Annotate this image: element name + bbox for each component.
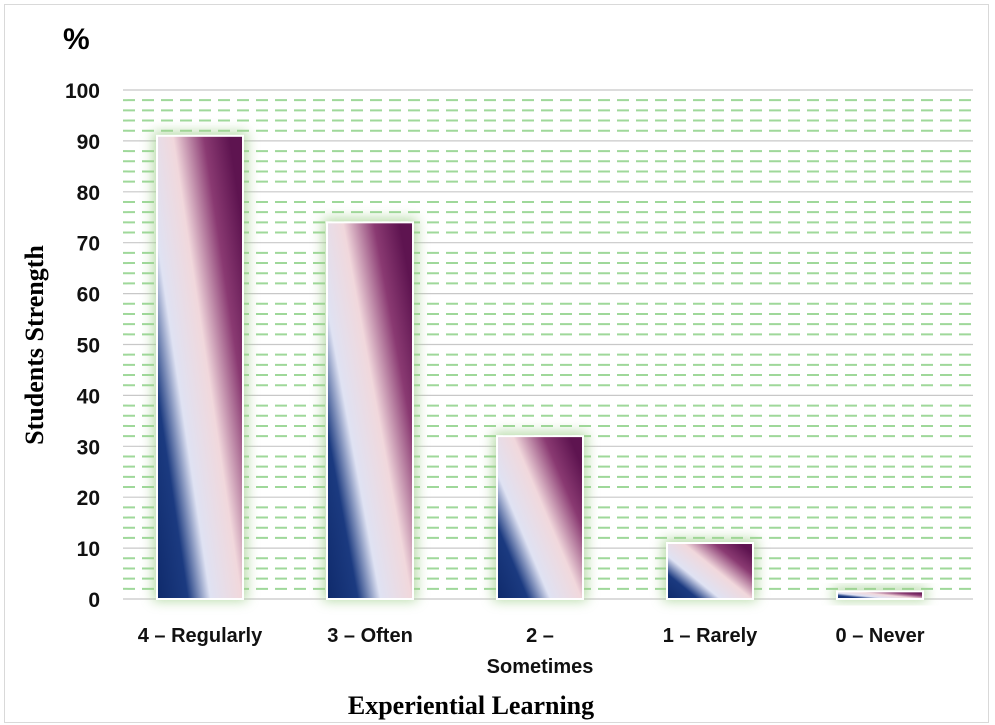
y-tick-label: 20 bbox=[77, 487, 100, 510]
x-axis-title: Experiential Learning bbox=[348, 691, 594, 720]
major-gridlines bbox=[123, 89, 973, 600]
x-category-labels: 4 – Regularly 3 – Often 2 – Sometimes 1 – Ra… bbox=[138, 625, 925, 678]
x-category-label: 4 – Regularly bbox=[138, 625, 263, 647]
bar bbox=[156, 134, 244, 600]
bar bbox=[666, 542, 754, 601]
x-category-label: 2 – bbox=[526, 625, 554, 647]
chart-frame: 0 10 20 30 40 50 60 70 80 90 100 4 – Regularly 3 – … bbox=[4, 4, 989, 723]
y-tick-label: 40 bbox=[77, 385, 100, 408]
y-tick-labels: 0 10 20 30 40 50 60 70 80 90 100 bbox=[65, 80, 100, 612]
y-tick-label: 80 bbox=[77, 182, 100, 205]
y-axis-title: Students Strength bbox=[20, 245, 49, 445]
bar bbox=[836, 590, 924, 600]
y-tick-label: 30 bbox=[77, 436, 100, 459]
y-tick-label: 100 bbox=[65, 80, 100, 103]
x-category-label: 1 – Rarely bbox=[663, 625, 758, 647]
y-tick-label: 90 bbox=[77, 131, 100, 154]
bar bbox=[326, 221, 414, 600]
y-tick-label: 0 bbox=[88, 589, 100, 612]
x-category-label: 3 – Often bbox=[327, 625, 413, 647]
y-tick-label: 70 bbox=[77, 233, 100, 256]
y-tick-label: 60 bbox=[77, 284, 100, 307]
x-category-label: Sometimes bbox=[487, 656, 594, 678]
y-unit-label: % bbox=[63, 23, 90, 56]
bar bbox=[496, 435, 584, 600]
y-tick-label: 10 bbox=[77, 538, 100, 561]
y-tick-label: 50 bbox=[77, 335, 100, 358]
bar-chart: 0 10 20 30 40 50 60 70 80 90 100 4 – Regularly 3 – … bbox=[20, 23, 973, 720]
bars bbox=[153, 131, 927, 601]
x-category-label: 0 – Never bbox=[836, 625, 925, 647]
